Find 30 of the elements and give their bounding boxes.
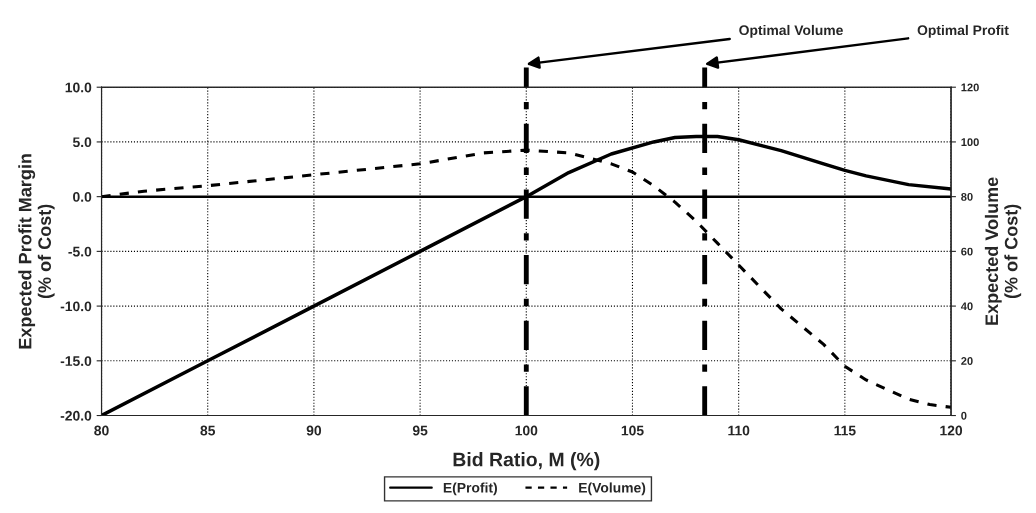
y2-tick-label: 20: [961, 357, 973, 365]
y-tick-label: -15.0: [60, 356, 92, 366]
legend-label: E(Profit): [443, 482, 497, 496]
x-tick-label: 120: [940, 425, 963, 436]
y-tick-label: 5.0: [72, 137, 92, 148]
legend-label: E(Volume): [579, 482, 646, 496]
x-tick-label: 100: [515, 425, 538, 436]
y-tick-label: -10.0: [60, 301, 92, 312]
y-tick-label: -5.0: [68, 246, 92, 257]
y-tick-label: 10.0: [65, 82, 92, 93]
x-tick-label: 90: [306, 425, 322, 436]
x-tick-label: 80: [94, 425, 109, 436]
y2-tick-label: 80: [961, 192, 973, 201]
x-axis-title: Bid Ratio, M (%): [453, 452, 600, 471]
y2-tick-label: 0: [961, 411, 967, 420]
y-axis-title: Expected Profit Margin (% of Cost): [18, 154, 55, 349]
y2-tick-label: 40: [960, 302, 973, 311]
y2-tick-label: 100: [961, 138, 979, 147]
y2-tick-label: 60: [961, 247, 973, 256]
x-tick-label: 110: [728, 425, 750, 436]
ref-line-label: Optimal Profit: [917, 24, 1009, 38]
y-tick-label: 0.0: [73, 191, 92, 202]
y-tick-label: -20.0: [60, 410, 92, 421]
ref-line-label: Optimal Volume: [739, 24, 843, 38]
x-tick-label: 115: [834, 425, 856, 436]
y2-axis-title: Expected Volume (% of Cost): [984, 177, 1022, 325]
x-tick-label: 95: [412, 425, 428, 436]
x-tick-label: 105: [621, 425, 644, 436]
x-tick-label: 85: [200, 425, 216, 436]
y2-tick-label: 120: [961, 83, 979, 92]
